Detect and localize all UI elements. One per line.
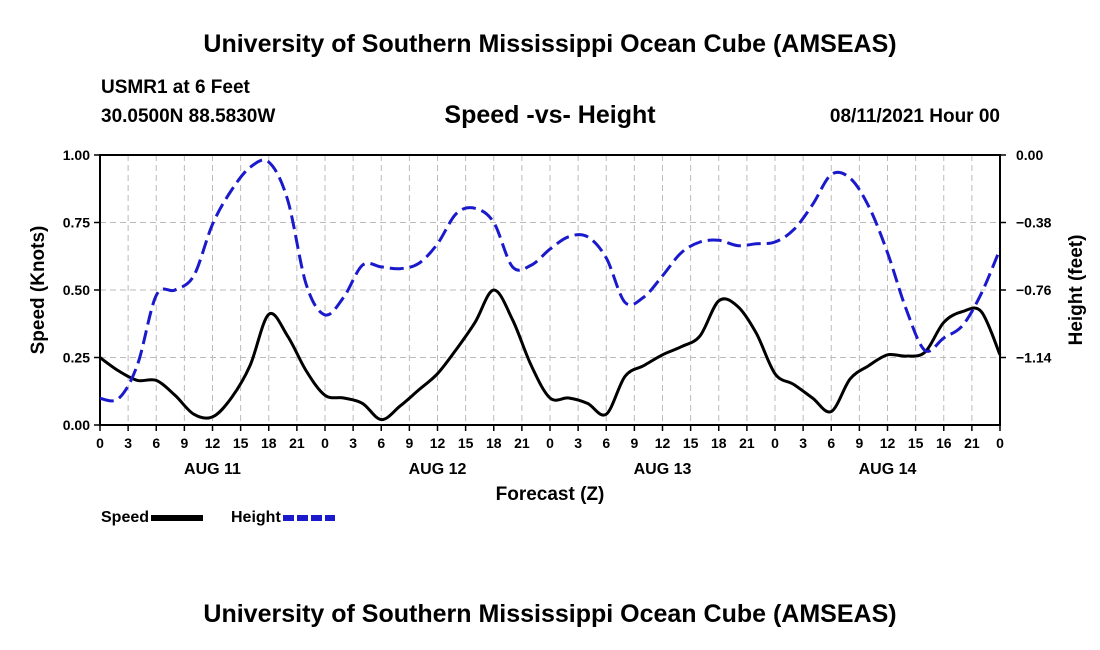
chart-title: Speed -vs- Height	[444, 101, 656, 129]
x-tick-label: 9	[180, 435, 188, 451]
x-tick-label: 0	[996, 435, 1004, 451]
axis-ticks: 0 3 6 9 12 15 18 21 0 3 6 9 12 15 18 21 0 3 6 9 12 15 18 21 0 3 6 9…	[63, 147, 1052, 478]
speed-series-line	[99, 288, 1002, 422]
x-tick-label: 21	[964, 435, 980, 451]
x-tick-label: 12	[205, 435, 221, 451]
x-tick-label: 0	[96, 435, 104, 451]
x-axis-title: Forecast (Z)	[496, 484, 605, 505]
legend-speed-swatch	[151, 515, 204, 521]
x-tick-label: 9	[405, 435, 413, 451]
x-tick-label: 15	[458, 435, 474, 451]
legend-height: Height	[231, 509, 335, 527]
x-tick-label: 3	[574, 435, 582, 451]
x-tick-label: 6	[827, 435, 835, 451]
y-left-tick-label: 0.25	[63, 350, 90, 366]
x-tick-label: 16	[936, 435, 952, 451]
legend-height-swatch	[282, 515, 335, 521]
x-tick-label: 12	[880, 435, 896, 451]
y-right-tick-label: −0.76	[1016, 282, 1052, 298]
legend-speed: Speed	[101, 509, 204, 527]
y-left-tick-label: 1.00	[63, 147, 90, 163]
x-tick-label: 15	[683, 435, 699, 451]
x-tick-label: 6	[602, 435, 610, 451]
x-tick-label: 3	[124, 435, 132, 451]
x-day-label: AUG 12	[409, 461, 467, 478]
x-tick-label: 12	[430, 435, 446, 451]
x-tick-label: 0	[546, 435, 554, 451]
legend-height-label: Height	[231, 509, 281, 526]
y-left-tick-label: 0.75	[63, 215, 90, 231]
x-tick-label: 6	[377, 435, 385, 451]
x-tick-label: 18	[486, 435, 502, 451]
x-tick-label: 21	[739, 435, 755, 451]
header-title: University of Southern Mississippi Ocean…	[203, 30, 897, 58]
x-tick-label: 21	[289, 435, 305, 451]
x-tick-label: 21	[514, 435, 530, 451]
run-time: 08/11/2021 Hour 00	[829, 106, 1000, 127]
x-tick-label: 0	[321, 435, 329, 451]
x-tick-label: 9	[855, 435, 863, 451]
x-tick-label: 3	[799, 435, 807, 451]
x-tick-label: 15	[908, 435, 924, 451]
x-tick-label: 12	[655, 435, 671, 451]
x-tick-label: 15	[233, 435, 249, 451]
x-tick-label: 18	[711, 435, 727, 451]
y-axis-right-title: Height (feet)	[1066, 235, 1087, 346]
y-axis-left-title: Speed (Knots)	[28, 226, 49, 355]
y-right-tick-label: 0.00	[1016, 147, 1043, 163]
x-tick-label: 18	[261, 435, 277, 451]
x-day-label: AUG 13	[634, 461, 692, 478]
x-tick-label: 6	[152, 435, 160, 451]
x-tick-label: 0	[771, 435, 779, 451]
grid-lines	[100, 155, 1000, 425]
y-left-tick-label: 0.50	[63, 282, 90, 298]
series-lines	[99, 158, 1002, 422]
station-label: USMR1 at 6 Feet	[101, 77, 250, 98]
x-day-label: AUG 11	[184, 461, 241, 478]
footer-title: University of Southern Mississippi Ocean…	[203, 600, 897, 628]
x-tick-label: 9	[630, 435, 638, 451]
station-coordinates: 30.0500N 88.5830W	[101, 106, 276, 127]
height-series-line	[99, 158, 1002, 403]
y-right-tick-label: −0.38	[1016, 215, 1052, 231]
legend-speed-label: Speed	[101, 509, 150, 526]
y-left-tick-label: 0.00	[63, 417, 90, 433]
x-tick-label: 3	[349, 435, 357, 451]
x-day-label: AUG 14	[859, 461, 917, 478]
y-right-tick-label: −1.14	[1016, 350, 1052, 366]
